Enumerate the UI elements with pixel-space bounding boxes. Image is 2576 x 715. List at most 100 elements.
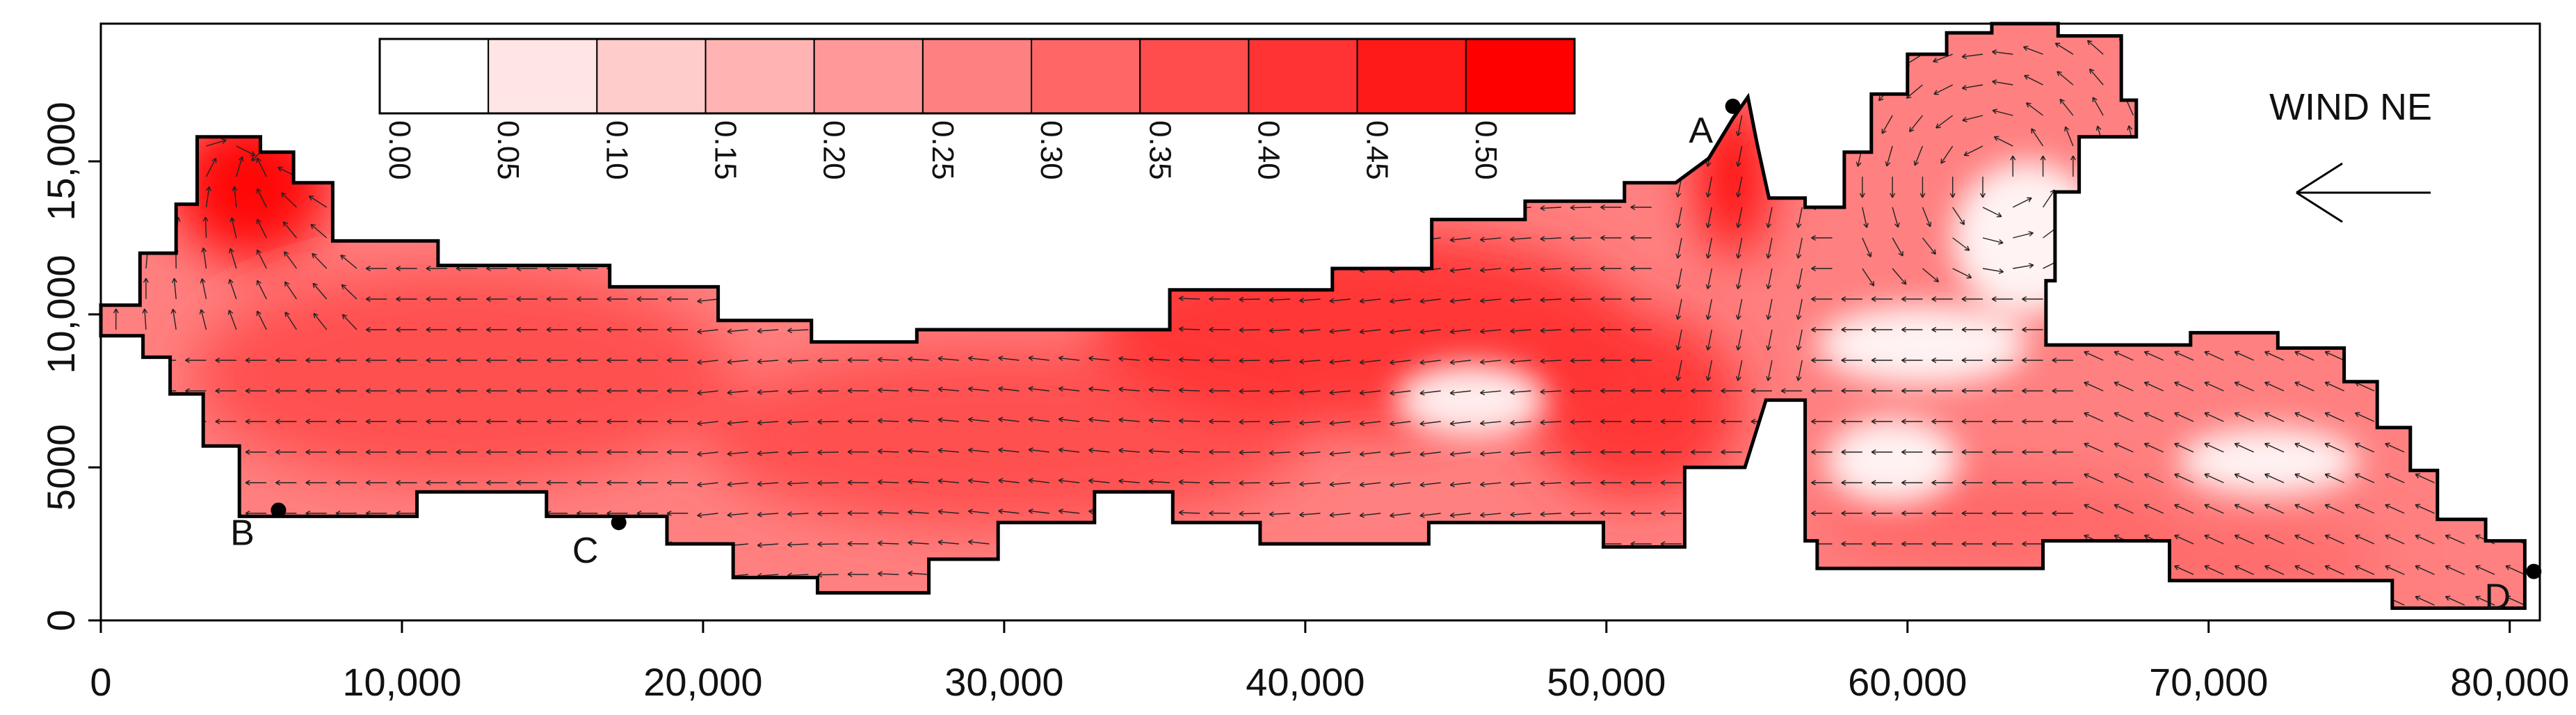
- velocity-vector: [787, 267, 808, 272]
- velocity-vector: [2465, 248, 2470, 268]
- velocity-vector: [999, 203, 1020, 208]
- velocity-vector: [245, 572, 266, 577]
- velocity-vector: [1239, 603, 1260, 608]
- velocity-vector: [2184, 66, 2193, 85]
- velocity-vector: [2432, 156, 2437, 177]
- velocity-vector: [1631, 113, 1652, 118]
- velocity-vector: [1089, 509, 1110, 514]
- colorbar-swatch: [488, 39, 597, 113]
- velocity-vector: [1330, 237, 1351, 242]
- velocity-vector: [1390, 237, 1411, 242]
- velocity-vector: [2203, 297, 2223, 302]
- velocity-vector: [1796, 115, 1802, 136]
- velocity-vector: [2114, 565, 2133, 575]
- velocity-vector: [2506, 382, 2525, 391]
- colorbar-swatch: [1358, 39, 1466, 113]
- velocity-vector: [2022, 603, 2043, 608]
- velocity-vector: [1480, 604, 1501, 609]
- velocity-vector: [848, 296, 869, 301]
- velocity-vector: [1766, 146, 1772, 166]
- velocity-vector: [2310, 125, 2315, 146]
- velocity-vector: [848, 602, 869, 607]
- velocity-vector: [2254, 218, 2260, 238]
- x-tick-label: 40,000: [1246, 660, 1365, 704]
- velocity-vector: [2489, 64, 2495, 85]
- velocity-vector: [2103, 220, 2114, 238]
- velocity-vector: [787, 114, 808, 119]
- velocity-vector: [2493, 186, 2498, 207]
- velocity-vector: [307, 85, 326, 93]
- velocity-vector: [1721, 572, 1742, 577]
- velocity-vector: [938, 571, 959, 576]
- velocity-vector: [1631, 572, 1652, 577]
- colorbar-swatch: [597, 39, 705, 113]
- colorbar-swatch: [380, 39, 488, 113]
- velocity-vector: [2373, 186, 2378, 207]
- velocity-vector: [878, 235, 899, 240]
- velocity-vector: [207, 115, 216, 134]
- velocity-vector: [1239, 266, 1260, 271]
- velocity-vector: [2522, 156, 2527, 177]
- velocity-vector: [1149, 234, 1170, 239]
- velocity-vector: [1631, 83, 1652, 88]
- velocity-vector: [2404, 217, 2409, 238]
- velocity-vector: [1089, 203, 1110, 208]
- velocity-vector: [698, 115, 718, 120]
- velocity-vector: [2284, 248, 2291, 268]
- velocity-vector: [2143, 297, 2164, 302]
- velocity-vector: [2158, 125, 2164, 146]
- velocity-vector: [2205, 596, 2223, 605]
- velocity-vector: [1209, 266, 1230, 271]
- velocity-vector: [95, 542, 116, 547]
- velocity-vector: [1149, 510, 1170, 515]
- velocity-vector: [2052, 603, 2073, 608]
- velocity-vector: [1540, 604, 1561, 609]
- velocity-vector: [186, 542, 207, 547]
- velocity-vector: [125, 603, 146, 608]
- velocity-vector: [1089, 142, 1110, 147]
- velocity-vector: [1812, 52, 1833, 57]
- velocity-vector: [1089, 570, 1110, 575]
- velocity-vector: [277, 115, 297, 124]
- colorbar-level-label: 0.05: [491, 120, 525, 180]
- velocity-vector: [1540, 145, 1561, 150]
- velocity-vector: [878, 174, 899, 179]
- velocity-vector: [1330, 604, 1351, 609]
- velocity-vector: [2221, 156, 2226, 177]
- velocity-vector: [1450, 115, 1471, 120]
- velocity-vector: [155, 572, 176, 577]
- velocity-vector: [517, 603, 538, 608]
- velocity-vector: [216, 603, 236, 608]
- velocity-vector: [1300, 604, 1321, 609]
- velocity-vector: [999, 172, 1020, 177]
- velocity-vector: [155, 450, 176, 455]
- velocity-vector: [176, 85, 184, 104]
- velocity-vector: [230, 115, 236, 136]
- velocity-vector: [517, 542, 538, 547]
- velocity-vector: [2251, 156, 2256, 177]
- velocity-vector: [426, 175, 447, 179]
- velocity-vector: [1300, 206, 1321, 211]
- velocity-vector: [366, 205, 387, 210]
- velocity-vector: [1600, 52, 1621, 57]
- velocity-vector: [818, 603, 839, 608]
- velocity-vector: [2431, 125, 2436, 146]
- velocity-vector: [2082, 328, 2103, 332]
- velocity-vector: [199, 54, 206, 74]
- velocity-vector: [1781, 481, 1802, 485]
- velocity-vector: [787, 206, 808, 211]
- velocity-vector: [2415, 382, 2434, 391]
- velocity-vector: [306, 572, 327, 577]
- velocity-vector: [1812, 572, 1833, 577]
- velocity-vector: [999, 570, 1020, 575]
- velocity-vector: [547, 572, 567, 577]
- velocity-vector: [1781, 603, 1802, 608]
- velocity-vector: [2114, 596, 2133, 605]
- velocity-vector: [2444, 328, 2465, 332]
- velocity-vector: [667, 572, 688, 577]
- velocity-vector: [1360, 115, 1380, 120]
- velocity-vector: [1420, 604, 1441, 609]
- velocity-vector: [339, 226, 357, 238]
- velocity-vector: [818, 328, 839, 332]
- velocity-vector: [116, 54, 127, 72]
